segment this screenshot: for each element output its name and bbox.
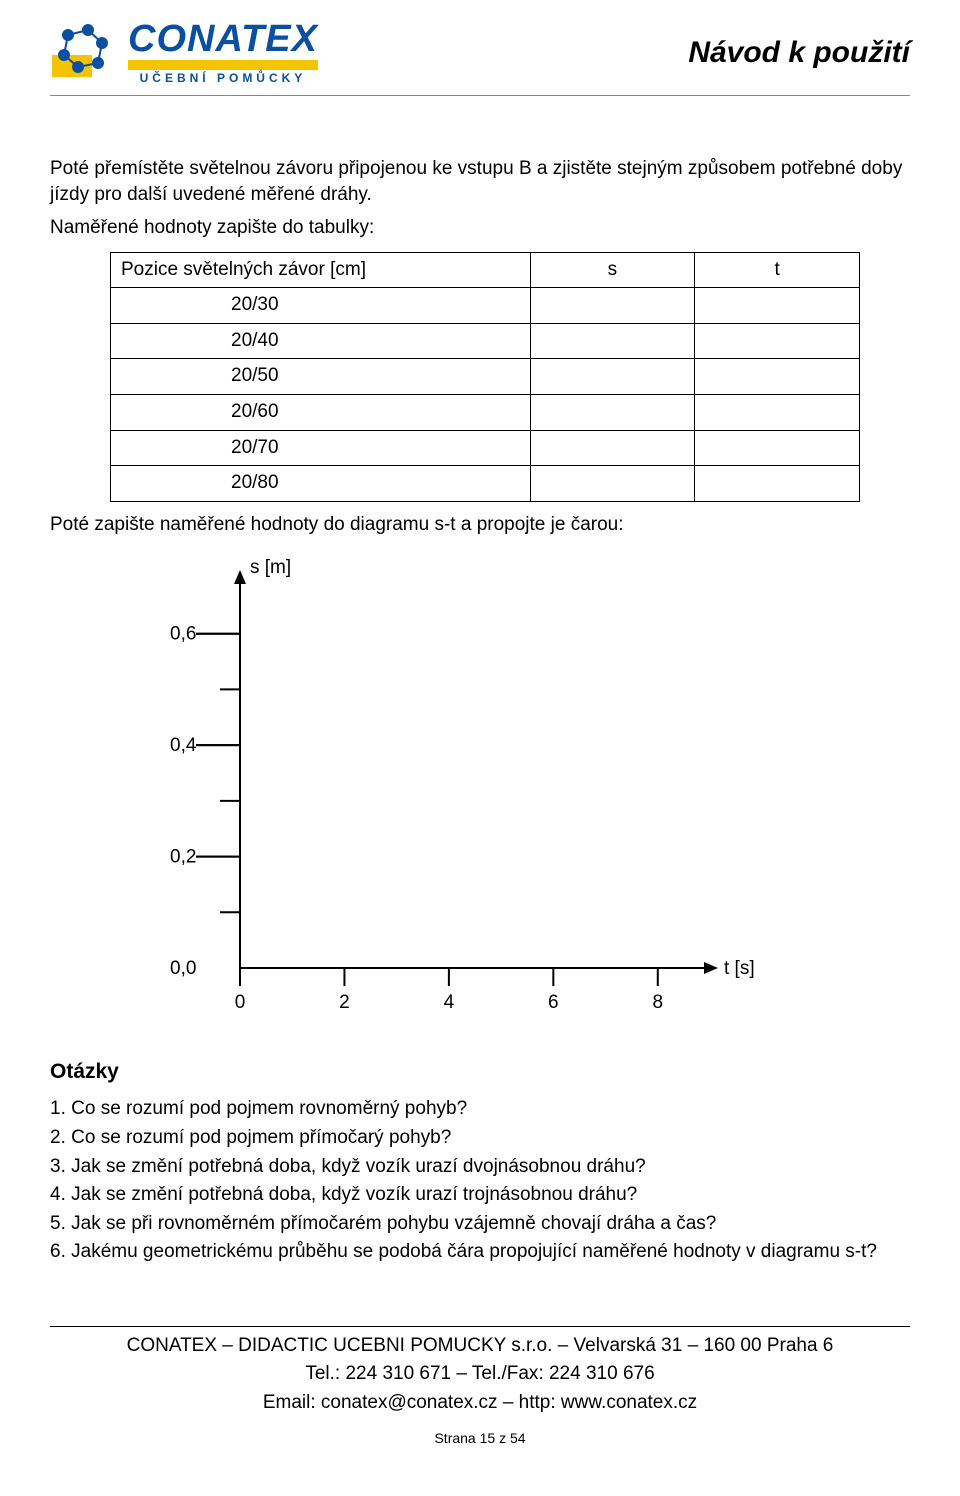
svg-text:6: 6 — [548, 992, 559, 1013]
svg-text:0,4: 0,4 — [170, 735, 197, 756]
svg-text:2: 2 — [339, 992, 350, 1013]
table-row: 20/30 — [111, 288, 860, 324]
table-row: 20/70 — [111, 430, 860, 466]
page-number: Strana 15 z 54 — [50, 1429, 910, 1449]
document-title: Návod k použití — [688, 32, 910, 74]
after-table-text: Poté zapište naměřené hodnoty do diagram… — [50, 512, 910, 539]
table-row: 20/50 — [111, 359, 860, 395]
svg-text:t [s]: t [s] — [724, 958, 755, 979]
col-header-position: Pozice světelných závor [cm] — [111, 252, 531, 288]
question-item: 3. Jak se změní potřebná doba, když vozí… — [50, 1154, 910, 1181]
svg-text:s [m]: s [m] — [250, 557, 291, 578]
svg-text:0,6: 0,6 — [170, 624, 196, 645]
svg-text:0: 0 — [235, 992, 246, 1013]
logo: CONATEX UČEBNÍ POMŮCKY — [50, 20, 318, 87]
table-row: 20/80 — [111, 466, 860, 502]
questions-list: 1. Co se rozumí pod pojmem rovnoměrný po… — [50, 1096, 910, 1266]
question-item: 1. Co se rozumí pod pojmem rovnoměrný po… — [50, 1096, 910, 1123]
logo-sub-text: UČEBNÍ POMŮCKY — [128, 70, 318, 87]
svg-text:0,0: 0,0 — [170, 958, 196, 979]
col-header-t: t — [695, 252, 860, 288]
page-header: CONATEX UČEBNÍ POMŮCKY Návod k použití — [50, 20, 910, 96]
logo-main-text: CONATEX — [128, 20, 318, 58]
table-row: 20/60 — [111, 394, 860, 430]
question-item: 2. Co se rozumí pod pojmem přímočarý poh… — [50, 1125, 910, 1152]
table-row: 20/40 — [111, 323, 860, 359]
svg-text:4: 4 — [444, 992, 455, 1013]
footer-line-1: CONATEX – DIDACTIC UCEBNI POMUCKY s.r.o.… — [50, 1333, 910, 1360]
logo-hex-icon — [50, 23, 120, 83]
table-header-row: Pozice světelných závor [cm] s t — [111, 252, 860, 288]
question-item: 4. Jak se změní potřebná doba, když vozí… — [50, 1182, 910, 1209]
st-diagram: s [m] t [s] 0,6 0,4 0,2 0,0 0 2 4 6 8 — [150, 548, 910, 1037]
question-item: 6. Jakému geometrickému průběhu se podob… — [50, 1239, 910, 1266]
footer-line-2: Tel.: 224 310 671 – Tel./Fax: 224 310 67… — [50, 1361, 910, 1388]
page-footer: CONATEX – DIDACTIC UCEBNI POMUCKY s.r.o.… — [50, 1326, 910, 1448]
col-header-s: s — [530, 252, 695, 288]
footer-line-3: Email: conatex@conatex.cz – http: www.co… — [50, 1390, 910, 1417]
chart-svg: s [m] t [s] 0,6 0,4 0,2 0,0 0 2 4 6 8 — [150, 548, 770, 1028]
svg-text:8: 8 — [652, 992, 663, 1013]
questions-heading: Otázky — [50, 1057, 910, 1086]
svg-text:0,2: 0,2 — [170, 847, 196, 868]
intro-paragraph-2: Naměřené hodnoty zapište do tabulky: — [50, 215, 910, 242]
question-item: 5. Jak se při rovnoměrném přímočarém poh… — [50, 1211, 910, 1238]
intro-paragraph-1: Poté přemístěte světelnou závoru připoje… — [50, 156, 910, 209]
measurement-table: Pozice světelných závor [cm] s t 20/30 2… — [110, 252, 860, 502]
